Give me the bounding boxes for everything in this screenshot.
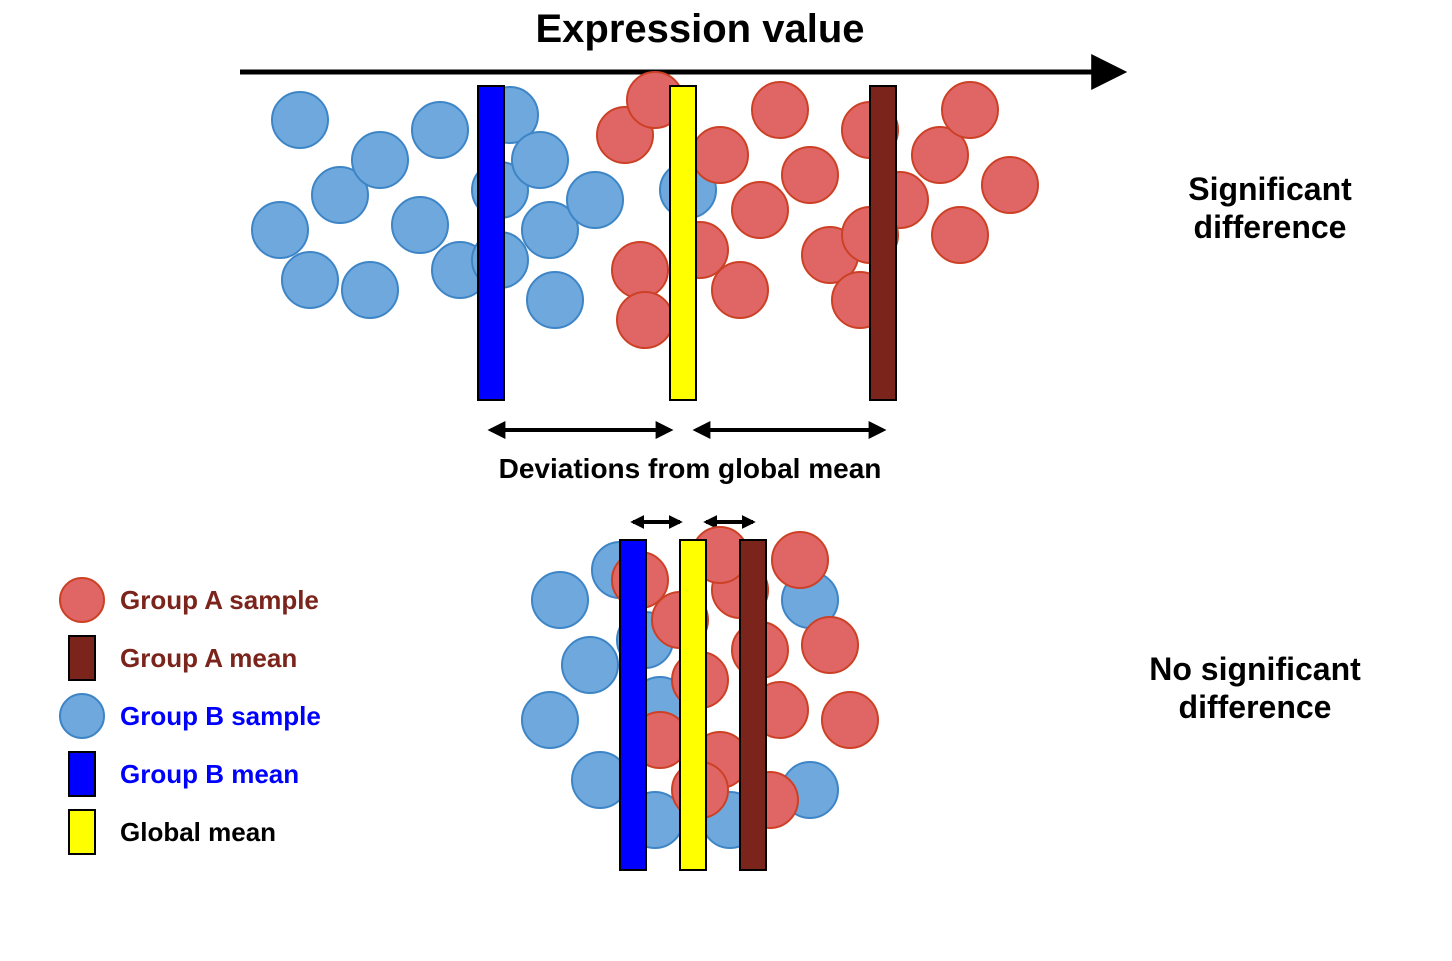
- group-b-sample: [522, 692, 578, 748]
- group-a-sample: [772, 532, 828, 588]
- group-b-sample: [282, 252, 338, 308]
- group-b-mean-bar: [620, 540, 646, 870]
- group-a-sample: [692, 127, 748, 183]
- group-b-sample: [342, 262, 398, 318]
- group-a-sample: [932, 207, 988, 263]
- group-a-sample: [782, 147, 838, 203]
- title-expression-value: Expression value: [535, 7, 864, 51]
- legend-label: Group A sample: [120, 585, 319, 615]
- legend-icon: [60, 578, 104, 622]
- panel1-label-line1: Significant: [1188, 171, 1352, 207]
- group-a-sample: [732, 182, 788, 238]
- group-a-sample: [752, 82, 808, 138]
- legend-icon: [69, 752, 95, 796]
- group-b-sample: [562, 637, 618, 693]
- group-b-sample: [532, 572, 588, 628]
- group-b-mean-bar: [478, 86, 504, 400]
- legend-label: Group B sample: [120, 701, 321, 731]
- group-b-sample: [272, 92, 328, 148]
- legend-icon: [60, 694, 104, 738]
- panel1-label-line2: difference: [1194, 209, 1347, 245]
- panel2-label-line1: No significant: [1149, 651, 1361, 687]
- legend-label: Global mean: [120, 817, 276, 847]
- group-b-sample: [527, 272, 583, 328]
- group-a-sample: [982, 157, 1038, 213]
- group-a-sample: [612, 242, 668, 298]
- panel2-label-line2: difference: [1179, 689, 1332, 725]
- group-b-sample: [512, 132, 568, 188]
- group-a-sample: [802, 617, 858, 673]
- global-mean-bar: [670, 86, 696, 400]
- group-a-mean-bar: [740, 540, 766, 870]
- group-b-sample: [567, 172, 623, 228]
- group-a-sample: [822, 692, 878, 748]
- group-a-mean-bar: [870, 86, 896, 400]
- group-a-sample: [617, 292, 673, 348]
- group-a-sample: [942, 82, 998, 138]
- legend-label: Group B mean: [120, 759, 299, 789]
- legend-icon: [69, 636, 95, 680]
- group-a-sample: [712, 262, 768, 318]
- legend-icon: [69, 810, 95, 854]
- deviations-label: Deviations from global mean: [499, 453, 882, 484]
- legend-label: Group A mean: [120, 643, 297, 673]
- group-b-sample: [252, 202, 308, 258]
- group-b-sample: [392, 197, 448, 253]
- global-mean-bar: [680, 540, 706, 870]
- group-b-sample: [352, 132, 408, 188]
- group-b-sample: [412, 102, 468, 158]
